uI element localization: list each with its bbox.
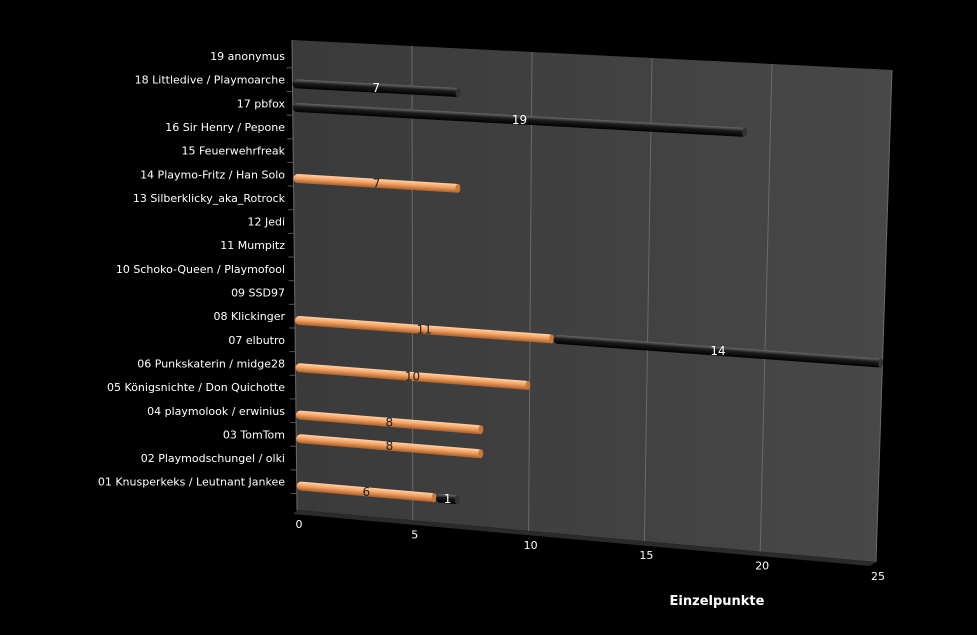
category-label: 12 Jedi: [247, 216, 285, 229]
data-label: 8: [386, 439, 394, 453]
category-label: 02 Playmodschungel / olki: [141, 452, 285, 465]
data-labels: 6 1 8 8 10 11 14 7 19 7: [363, 81, 726, 506]
x-tick-label: 20: [755, 560, 769, 573]
data-label: 11: [417, 323, 432, 337]
category-label: 10 Schoko-Queen / Playmofool: [116, 263, 285, 276]
data-label: 1: [444, 492, 452, 506]
category-label: 13 Silberklicky_aka_Rotrock: [133, 192, 286, 205]
gridline-20: [759, 63, 773, 552]
category-label: 04 playmolook / erwinius: [147, 405, 285, 418]
bar-black: [435, 493, 460, 505]
bar-orange: [294, 315, 555, 344]
data-label: 19: [512, 113, 527, 127]
bar-orange: [293, 174, 461, 193]
bar-black: [553, 334, 884, 368]
bar-orange: [295, 363, 531, 390]
x-tick-label: 10: [524, 539, 538, 552]
x-tick-label: 5: [411, 528, 418, 541]
category-label: 01 Knusperkeks / Leutnant Jankee: [98, 476, 285, 489]
category-label: 06 Punkskaterin / midge28: [137, 357, 285, 370]
gridline-15: [643, 57, 653, 542]
chart-floor: [293, 510, 876, 566]
category-label: 16 Sir Henry / Pepone: [165, 121, 285, 134]
x-tick-label: 15: [639, 549, 653, 562]
x-tick-labels: 0 5 10 15 20 25: [296, 518, 886, 583]
bar-black: [292, 103, 748, 137]
category-label: 18 Littledive / Playmoarche: [135, 74, 286, 87]
data-label: 7: [373, 176, 381, 190]
category-label: 17 pbfox: [237, 97, 286, 110]
category-label: 03 TomTom: [223, 428, 285, 441]
data-label: 10: [405, 370, 420, 384]
bar-orange: [295, 410, 484, 435]
category-label: 08 Klickinger: [213, 310, 285, 323]
category-label: 15 Feuerwehrfreak: [181, 145, 285, 158]
chart-back-wall: [292, 40, 892, 562]
gridline-5: [411, 45, 414, 521]
gridline-0: [291, 39, 298, 511]
bar-black: [292, 79, 461, 98]
x-tick-label: 25: [871, 570, 885, 583]
category-label: 09 SSD97: [231, 287, 285, 300]
category-label: 14 Playmo-Fritz / Han Solo: [140, 168, 285, 181]
category-label: 05 Königsnichte / Don Quichotte: [107, 381, 285, 394]
data-label: 7: [372, 81, 380, 95]
bar-orange: [296, 434, 484, 459]
gridlines: [286, 39, 893, 563]
category-label: 19 anonymus: [210, 50, 285, 63]
data-label: 14: [710, 344, 725, 358]
bar-orange: [296, 481, 437, 503]
data-label: 6: [363, 485, 371, 499]
bars: [292, 79, 884, 505]
category-labels: 01 Knusperkeks / Leutnant Jankee 02 Playm…: [98, 50, 286, 489]
gridline-25: [875, 69, 893, 563]
chart-wall: [292, 40, 892, 566]
x-tick-label: 0: [296, 518, 303, 531]
data-label: 8: [385, 415, 393, 429]
category-label: 07 elbutro: [228, 334, 285, 347]
gridline-10: [528, 51, 533, 531]
category-label: 11 Mumpitz: [220, 239, 285, 252]
x-axis-title: Einzelpunkte: [670, 594, 765, 609]
